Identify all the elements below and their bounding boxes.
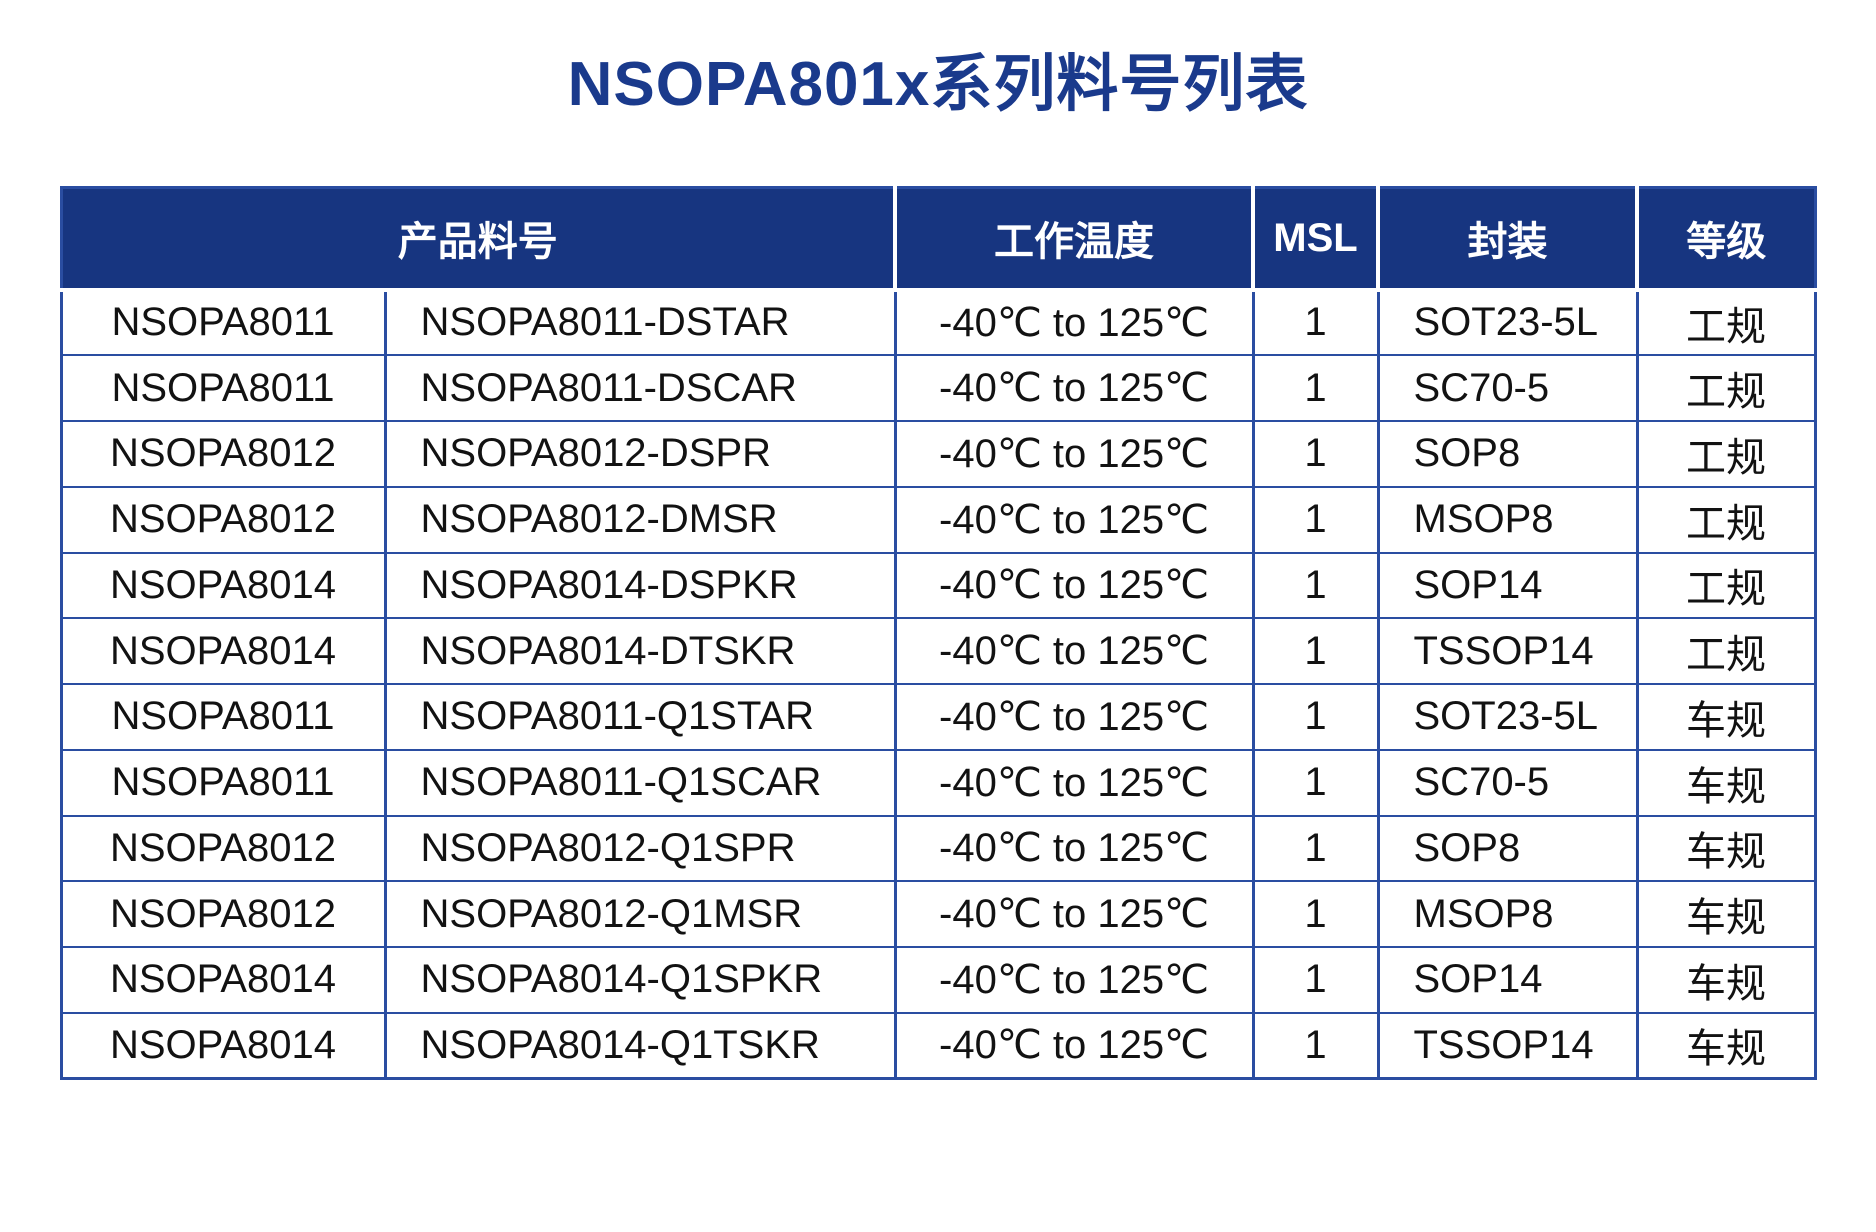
temperature-cell: -40℃ to 125℃ (893, 946, 1255, 1014)
package-cell: SOT23-5L (1376, 683, 1639, 751)
grade-cell: 车规 (1635, 880, 1817, 948)
grade-cell: 车规 (1635, 1011, 1817, 1080)
msl-cell: 1 (1251, 288, 1380, 357)
grade-cell: 工规 (1635, 485, 1817, 554)
table-row: NSOPA8011 NSOPA8011-Q1SCAR -40℃ to 125℃ 1 SC… (59, 748, 1817, 817)
package-cell: TSSOP14 (1376, 617, 1639, 685)
package-cell: SOP14 (1376, 946, 1639, 1014)
series-cell: NSOPA8011 (59, 748, 387, 817)
series-cell: NSOPA8012 (59, 420, 387, 488)
table-row: NSOPA8012 NSOPA8012-Q1MSR -40℃ to 125℃ 1 MSO… (59, 880, 1817, 948)
table-row: NSOPA8011 NSOPA8011-DSTAR -40℃ to 125℃ 1 SOT… (59, 288, 1817, 357)
msl-cell: 1 (1251, 617, 1380, 685)
msl-cell: 1 (1251, 683, 1380, 751)
package-cell: SOP8 (1376, 814, 1639, 883)
table-row: NSOPA8012 NSOPA8012-DMSR -40℃ to 125℃ 1 MSOP… (59, 485, 1817, 554)
package-cell: SC70-5 (1376, 354, 1639, 422)
series-cell: NSOPA8011 (59, 354, 387, 422)
col-header-msl: MSL (1253, 187, 1380, 292)
series-cell: NSOPA8014 (59, 1011, 387, 1080)
package-cell: MSOP8 (1376, 880, 1639, 948)
part-number-cell: NSOPA8014-Q1TSKR (383, 1011, 897, 1080)
package-cell: SOP14 (1376, 551, 1639, 620)
series-cell: NSOPA8014 (59, 946, 387, 1014)
table-row: NSOPA8012 NSOPA8012-Q1SPR -40℃ to 125℃ 1 SOP… (59, 814, 1817, 883)
grade-cell: 工规 (1635, 551, 1817, 620)
series-cell: NSOPA8011 (59, 683, 387, 751)
msl-cell: 1 (1251, 551, 1380, 620)
part-number-cell: NSOPA8012-DSPR (383, 420, 897, 488)
grade-cell: 工规 (1635, 354, 1817, 422)
temperature-cell: -40℃ to 125℃ (893, 683, 1255, 751)
package-cell: SOP8 (1376, 420, 1639, 488)
series-cell: NSOPA8014 (59, 617, 387, 685)
part-number-cell: NSOPA8011-Q1SCAR (383, 748, 897, 817)
table-row: NSOPA8012 NSOPA8012-DSPR -40℃ to 125℃ 1 SOP8… (59, 420, 1817, 488)
col-header-package: 封装 (1378, 187, 1639, 292)
part-number-cell: NSOPA8011-Q1STAR (383, 683, 897, 751)
temperature-cell: -40℃ to 125℃ (893, 1011, 1255, 1080)
msl-cell: 1 (1251, 748, 1380, 817)
msl-cell: 1 (1251, 420, 1380, 488)
table-row: NSOPA8014 NSOPA8014-Q1TSKR -40℃ to 125℃ 1 TS… (59, 1011, 1817, 1080)
header-row: 产品料号 工作温度 MSL 封装 等级 (61, 187, 1815, 292)
grade-cell: 车规 (1635, 946, 1817, 1014)
parts-table: 产品料号 工作温度 MSL 封装 等级 NSOPA8011 NSOPA8011-D… (59, 186, 1817, 1080)
grade-cell: 工规 (1635, 617, 1817, 685)
temperature-cell: -40℃ to 125℃ (893, 551, 1255, 620)
msl-cell: 1 (1251, 485, 1380, 554)
part-number-cell: NSOPA8014-Q1SPKR (383, 946, 897, 1014)
parts-table-body: NSOPA8011 NSOPA8011-DSTAR -40℃ to 125℃ 1 SOT… (59, 288, 1817, 1080)
table-row: NSOPA8014 NSOPA8014-DSPKR -40℃ to 125℃ 1 SOP… (59, 551, 1817, 620)
series-cell: NSOPA8011 (59, 288, 387, 357)
temperature-cell: -40℃ to 125℃ (893, 354, 1255, 422)
package-cell: SOT23-5L (1376, 288, 1639, 357)
grade-cell: 车规 (1635, 748, 1817, 817)
temperature-cell: -40℃ to 125℃ (893, 880, 1255, 948)
part-number-cell: NSOPA8012-Q1MSR (383, 880, 897, 948)
msl-cell: 1 (1251, 946, 1380, 1014)
msl-cell: 1 (1251, 880, 1380, 948)
grade-cell: 车规 (1635, 814, 1817, 883)
grade-cell: 工规 (1635, 288, 1817, 357)
temperature-cell: -40℃ to 125℃ (893, 288, 1255, 357)
package-cell: TSSOP14 (1376, 1011, 1639, 1080)
temperature-cell: -40℃ to 125℃ (893, 420, 1255, 488)
grade-cell: 工规 (1635, 420, 1817, 488)
series-cell: NSOPA8014 (59, 551, 387, 620)
series-cell: NSOPA8012 (59, 485, 387, 554)
table-row: NSOPA8011 NSOPA8011-DSCAR -40℃ to 125℃ 1 SC7… (59, 354, 1817, 422)
package-cell: MSOP8 (1376, 485, 1639, 554)
table-row: NSOPA8014 NSOPA8014-Q1SPKR -40℃ to 125℃ 1 SO… (59, 946, 1817, 1014)
col-header-temperature: 工作温度 (895, 187, 1255, 292)
col-header-product: 产品料号 (61, 187, 897, 292)
part-number-cell: NSOPA8014-DTSKR (383, 617, 897, 685)
series-cell: NSOPA8012 (59, 880, 387, 948)
package-cell: SC70-5 (1376, 748, 1639, 817)
page-title: NSOPA801x系列料号列表 (567, 50, 1309, 119)
table-row: NSOPA8011 NSOPA8011-Q1STAR -40℃ to 125℃ 1 SO… (59, 683, 1817, 751)
part-number-cell: NSOPA8011-DSCAR (383, 354, 897, 422)
part-number-cell: NSOPA8012-Q1SPR (383, 814, 897, 883)
part-number-cell: NSOPA8012-DMSR (383, 485, 897, 554)
msl-cell: 1 (1251, 814, 1380, 883)
col-header-grade: 等级 (1637, 187, 1815, 292)
temperature-cell: -40℃ to 125℃ (893, 485, 1255, 554)
temperature-cell: -40℃ to 125℃ (893, 748, 1255, 817)
msl-cell: 1 (1251, 354, 1380, 422)
part-number-cell: NSOPA8011-DSTAR (383, 288, 897, 357)
temperature-cell: -40℃ to 125℃ (893, 814, 1255, 883)
table-row: NSOPA8014 NSOPA8014-DTSKR -40℃ to 125℃ 1 TSS… (59, 617, 1817, 685)
grade-cell: 车规 (1635, 683, 1817, 751)
part-number-cell: NSOPA8014-DSPKR (383, 551, 897, 620)
series-cell: NSOPA8012 (59, 814, 387, 883)
temperature-cell: -40℃ to 125℃ (893, 617, 1255, 685)
msl-cell: 1 (1251, 1011, 1380, 1080)
